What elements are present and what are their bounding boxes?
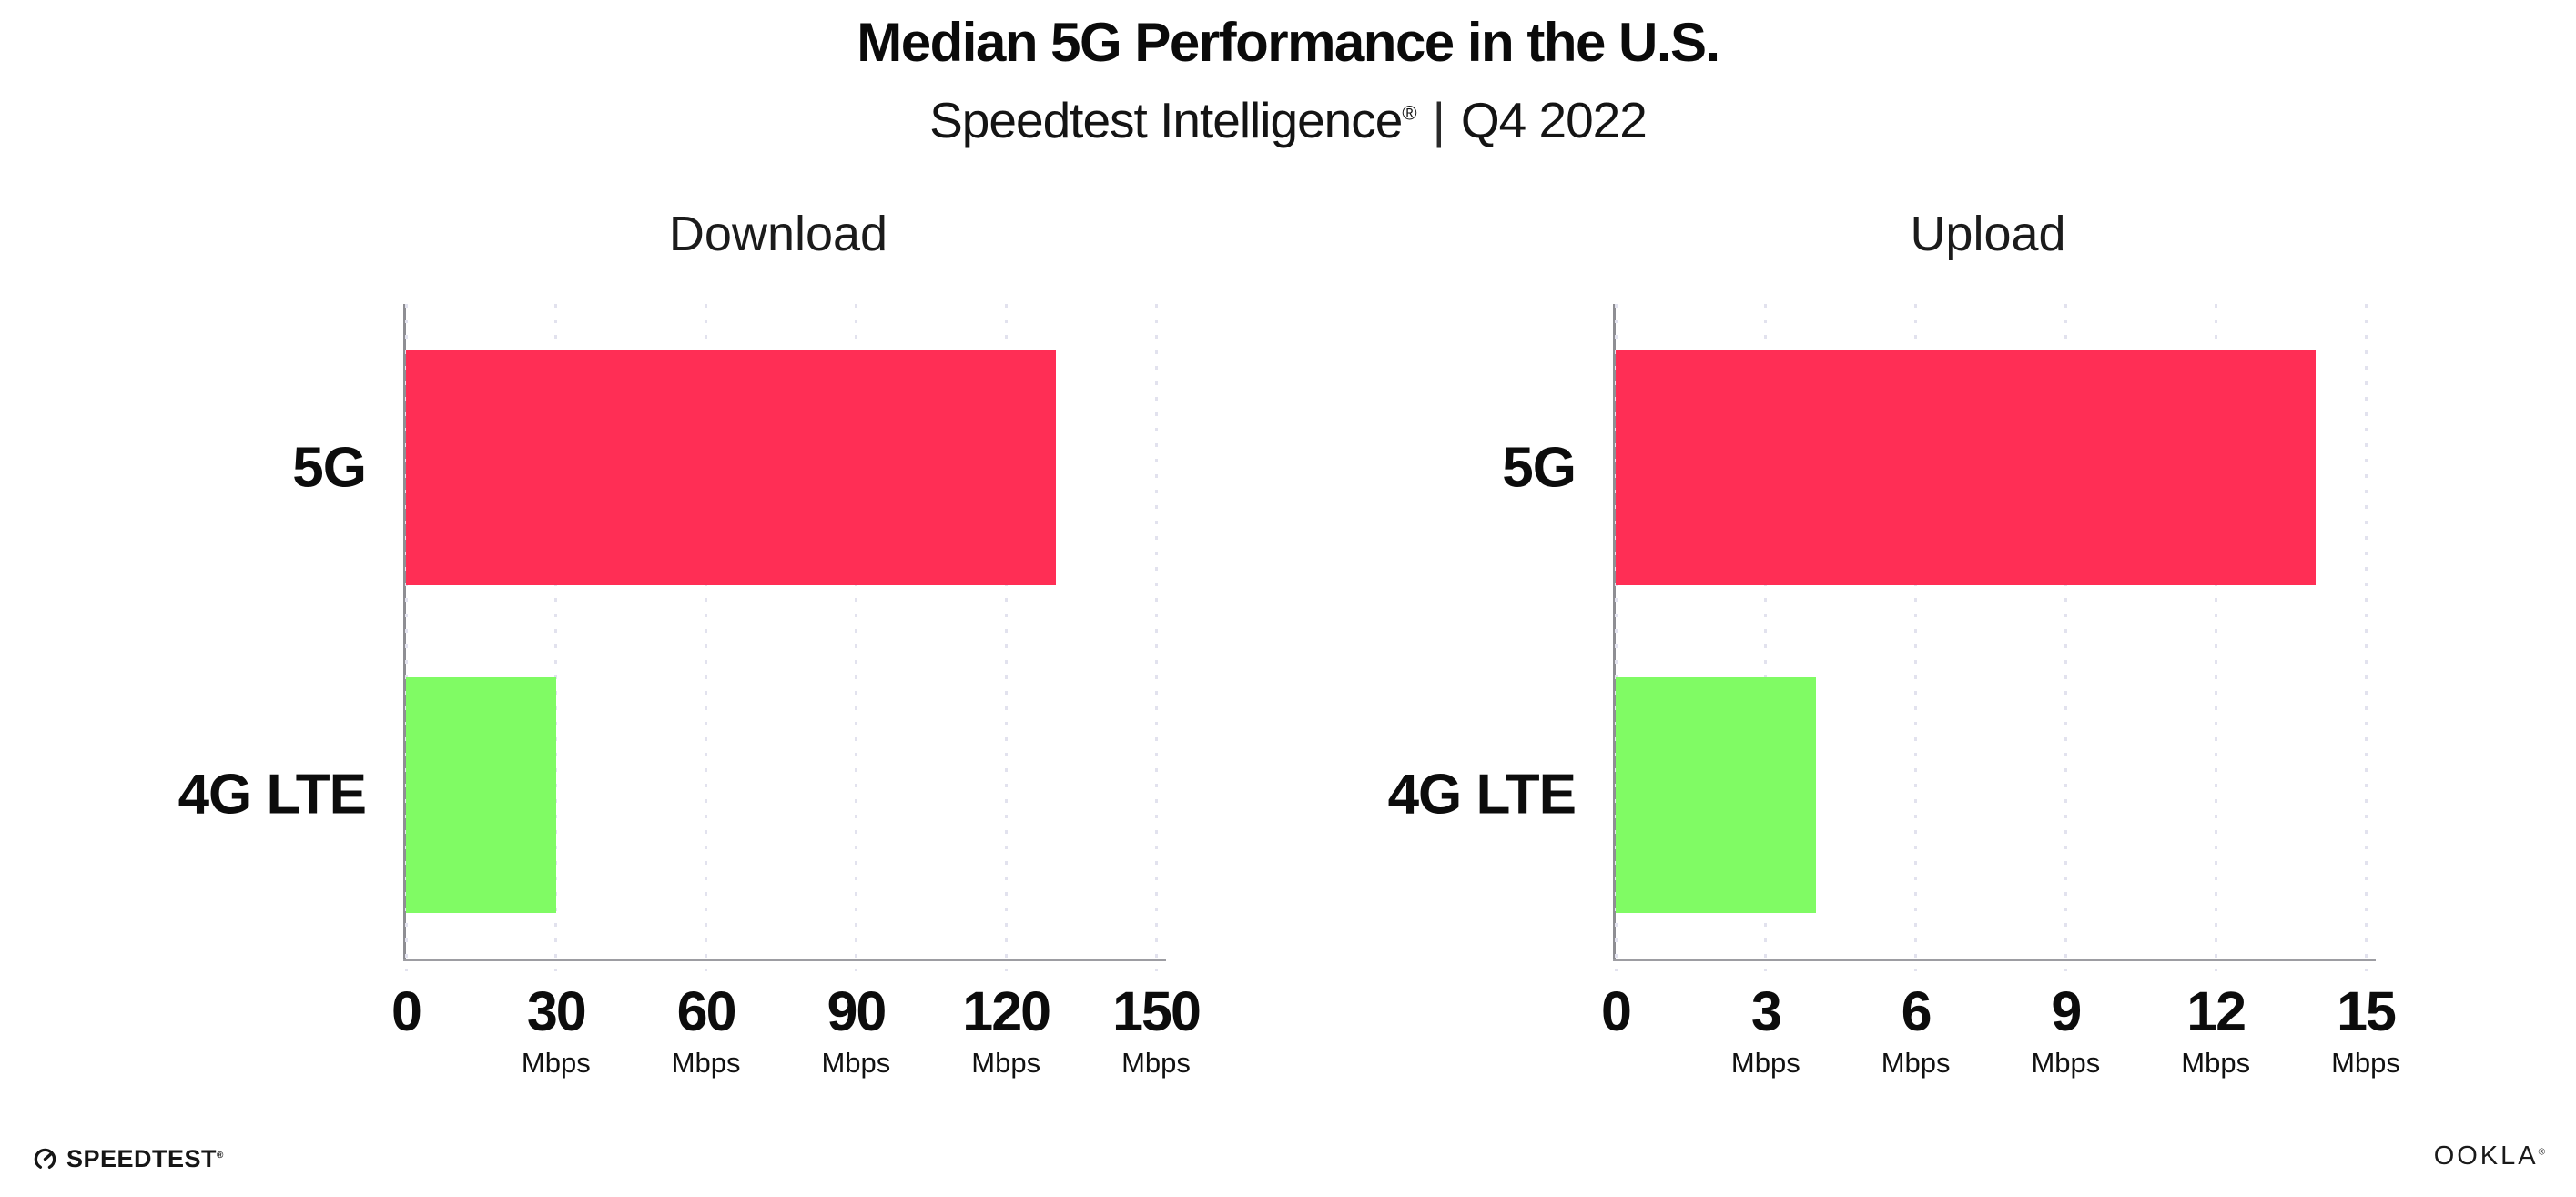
tick-unit: Mbps <box>971 1047 1041 1079</box>
speedometer-icon <box>34 1148 56 1171</box>
tick-number: 12 <box>2186 980 2246 1042</box>
bar-5g <box>1616 350 2317 586</box>
x-tick: 3 Mbps <box>1730 980 1800 1079</box>
chart-title: Upload <box>1910 207 2066 261</box>
category-label: 5G <box>292 436 367 500</box>
axis-baseline <box>403 959 1166 961</box>
category-label: 4G LTE <box>177 763 367 827</box>
category-label: 5G <box>1502 436 1577 500</box>
ookla-wordmark: OOKLA <box>2433 1141 2539 1171</box>
x-tick: 12 Mbps <box>2181 980 2251 1079</box>
gridline <box>1154 304 1158 971</box>
gridline <box>404 304 408 971</box>
tick-unit: Mbps <box>2331 1047 2400 1079</box>
registered-mark: ® <box>1402 101 1416 125</box>
chart-upload: Upload 0 3 Mbps 6 Mbps 9 Mbps 12 Mbps 15 Mbps 5G 4G … <box>1388 207 2400 1077</box>
tick-unit: Mbps <box>821 1047 891 1079</box>
gridline <box>1614 304 1618 971</box>
tick-number: 150 <box>1112 980 1202 1042</box>
speedtest-wordmark-text: SPEEDTEST <box>66 1145 218 1172</box>
tick-unit: Mbps <box>2031 1047 2101 1079</box>
tick-number: 120 <box>962 980 1051 1042</box>
tick-number: 30 <box>526 980 587 1042</box>
gridline <box>1764 304 1768 971</box>
tick-number: 60 <box>676 980 737 1042</box>
gridline <box>2064 304 2067 971</box>
tick-number: 3 <box>1750 980 1782 1042</box>
x-tick: 60 Mbps <box>671 980 741 1079</box>
x-tick: 9 Mbps <box>2031 980 2101 1079</box>
page-subtitle: Speedtest Intelligence® | Q4 2022 <box>0 91 2576 149</box>
tick-unit: Mbps <box>1121 1047 1191 1079</box>
gridline <box>1004 304 1008 971</box>
x-tick: 15 Mbps <box>2331 980 2400 1079</box>
plot-area: 0 3 Mbps 6 Mbps 9 Mbps 12 Mbps 15 Mbps 5G 4G LTE <box>1388 304 2400 1077</box>
x-tick: 30 Mbps <box>521 980 591 1079</box>
tick-number: 90 <box>827 980 887 1042</box>
x-tick: 150 Mbps <box>1112 980 1202 1079</box>
tick-number: 15 <box>2337 980 2397 1042</box>
ookla-logo: OOKLA® <box>2434 1141 2545 1172</box>
x-tick: 6 Mbps <box>1881 980 1951 1079</box>
tick-number: 0 <box>1601 980 1632 1042</box>
gridline <box>2214 304 2217 971</box>
bar-5g <box>406 350 1057 586</box>
bar-4g-lte <box>406 676 556 913</box>
subtitle-separator: | <box>1432 92 1445 148</box>
tick-unit: Mbps <box>521 1047 591 1079</box>
bar-4g-lte <box>1616 676 1816 913</box>
x-tick: 0 <box>391 980 422 1042</box>
gridline <box>854 304 857 971</box>
x-tick: 0 <box>1601 980 1632 1042</box>
page-title: Median 5G Performance in the U.S. <box>857 12 1720 73</box>
gridline <box>554 304 558 971</box>
tick-number: 6 <box>1901 980 1932 1042</box>
tick-unit: Mbps <box>2181 1047 2251 1079</box>
category-label: 4G LTE <box>1387 763 1577 827</box>
subtitle-product: Speedtest Intelligence <box>929 92 1403 148</box>
tick-number: 0 <box>391 980 422 1042</box>
registered-mark: ® <box>217 1151 224 1161</box>
gridline <box>2364 304 2368 971</box>
chart-download: Download 0 30 Mbps 60 Mbps 90 Mbps 120 Mbps 150 Mb… <box>178 207 1202 1077</box>
tick-unit: Mbps <box>671 1047 741 1079</box>
axis-baseline <box>1613 959 2376 961</box>
registered-mark: ® <box>2538 1147 2545 1158</box>
subtitle-period: Q4 2022 <box>1460 92 1648 148</box>
x-tick: 120 Mbps <box>962 980 1051 1079</box>
gridline <box>705 304 708 971</box>
tick-unit: Mbps <box>1730 1047 1800 1079</box>
gridline <box>1914 304 1918 971</box>
speedtest-logo: SPEEDTEST® <box>33 1145 224 1173</box>
tick-number: 9 <box>2051 980 2082 1042</box>
plot-area: 0 30 Mbps 60 Mbps 90 Mbps 120 Mbps 150 Mbps 5G 4G LT… <box>178 304 1202 1077</box>
tick-unit: Mbps <box>1881 1047 1951 1079</box>
x-tick: 90 Mbps <box>821 980 891 1079</box>
speedtest-wordmark: SPEEDTEST® <box>66 1145 224 1173</box>
chart-title: Download <box>668 207 888 261</box>
